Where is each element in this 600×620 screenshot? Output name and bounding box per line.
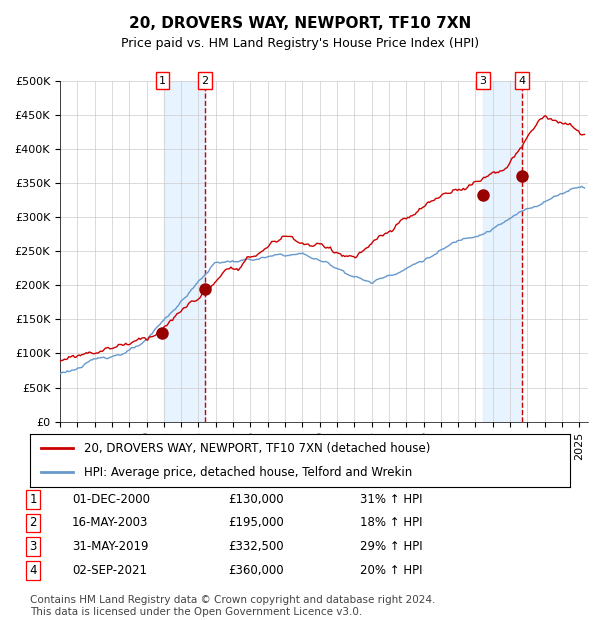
Text: £195,000: £195,000 [228,516,284,529]
Text: Price paid vs. HM Land Registry's House Price Index (HPI): Price paid vs. HM Land Registry's House … [121,37,479,50]
Text: 20, DROVERS WAY, NEWPORT, TF10 7XN (detached house): 20, DROVERS WAY, NEWPORT, TF10 7XN (deta… [84,441,430,454]
Text: 31-MAY-2019: 31-MAY-2019 [72,540,149,553]
Text: 01-DEC-2000: 01-DEC-2000 [72,493,150,506]
Text: 3: 3 [29,540,37,553]
Text: 02-SEP-2021: 02-SEP-2021 [72,564,147,577]
Text: 4: 4 [29,564,37,577]
Text: 18% ↑ HPI: 18% ↑ HPI [360,516,422,529]
Bar [482,81,521,422]
Text: Contains HM Land Registry data © Crown copyright and database right 2024.
This d: Contains HM Land Registry data © Crown c… [30,595,436,617]
Text: 4: 4 [518,76,525,86]
Text: 1: 1 [159,76,166,86]
Text: £130,000: £130,000 [228,493,284,506]
Text: 29% ↑ HPI: 29% ↑ HPI [360,540,422,553]
Text: 31% ↑ HPI: 31% ↑ HPI [360,493,422,506]
Text: 2: 2 [202,76,209,86]
Bar [164,81,205,422]
Text: £360,000: £360,000 [228,564,284,577]
Text: 20, DROVERS WAY, NEWPORT, TF10 7XN: 20, DROVERS WAY, NEWPORT, TF10 7XN [129,16,471,30]
Text: 16-MAY-2003: 16-MAY-2003 [72,516,148,529]
Text: 3: 3 [479,76,486,86]
Text: 2: 2 [29,516,37,529]
Text: HPI: Average price, detached house, Telford and Wrekin: HPI: Average price, detached house, Telf… [84,466,412,479]
Text: £332,500: £332,500 [228,540,284,553]
Text: 20% ↑ HPI: 20% ↑ HPI [360,564,422,577]
Text: 1: 1 [29,493,37,506]
